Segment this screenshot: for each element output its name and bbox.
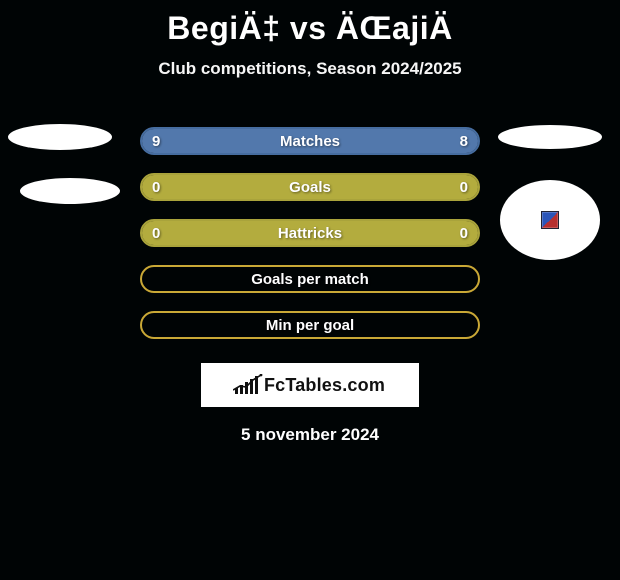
stat-label: Min per goal <box>142 313 478 337</box>
deco-ellipse-left-2 <box>20 178 120 204</box>
stat-label: Goals per match <box>142 267 478 291</box>
stat-row-goals: 0Goals0 <box>140 173 480 201</box>
deco-ellipse-right-1 <box>498 125 602 149</box>
stat-label: Goals <box>142 175 478 199</box>
page-subtitle: Club competitions, Season 2024/2025 <box>0 59 620 79</box>
stat-row-goals-per-match: Goals per match <box>140 265 480 293</box>
page-title: BegiÄ‡ vs ÄŒajiÄ <box>0 0 620 47</box>
stat-right-value: 0 <box>460 175 468 199</box>
deco-ellipse-left-1 <box>8 124 112 150</box>
brand-graph-icon <box>235 376 258 394</box>
brand-box[interactable]: FcTables.com <box>201 363 419 407</box>
stat-label: Matches <box>142 129 478 153</box>
stat-right-value: 8 <box>460 129 468 153</box>
club-badge-icon <box>541 211 559 229</box>
stat-row-hattricks: 0Hattricks0 <box>140 219 480 247</box>
brand-text: FcTables.com <box>264 375 385 396</box>
stats-panel: 9Matches80Goals00Hattricks0Goals per mat… <box>140 127 480 339</box>
stat-row-matches: 9Matches8 <box>140 127 480 155</box>
stat-row-min-per-goal: Min per goal <box>140 311 480 339</box>
deco-circle-right <box>500 180 600 260</box>
stat-label: Hattricks <box>142 221 478 245</box>
stat-right-value: 0 <box>460 221 468 245</box>
date-text: 5 november 2024 <box>0 425 620 445</box>
